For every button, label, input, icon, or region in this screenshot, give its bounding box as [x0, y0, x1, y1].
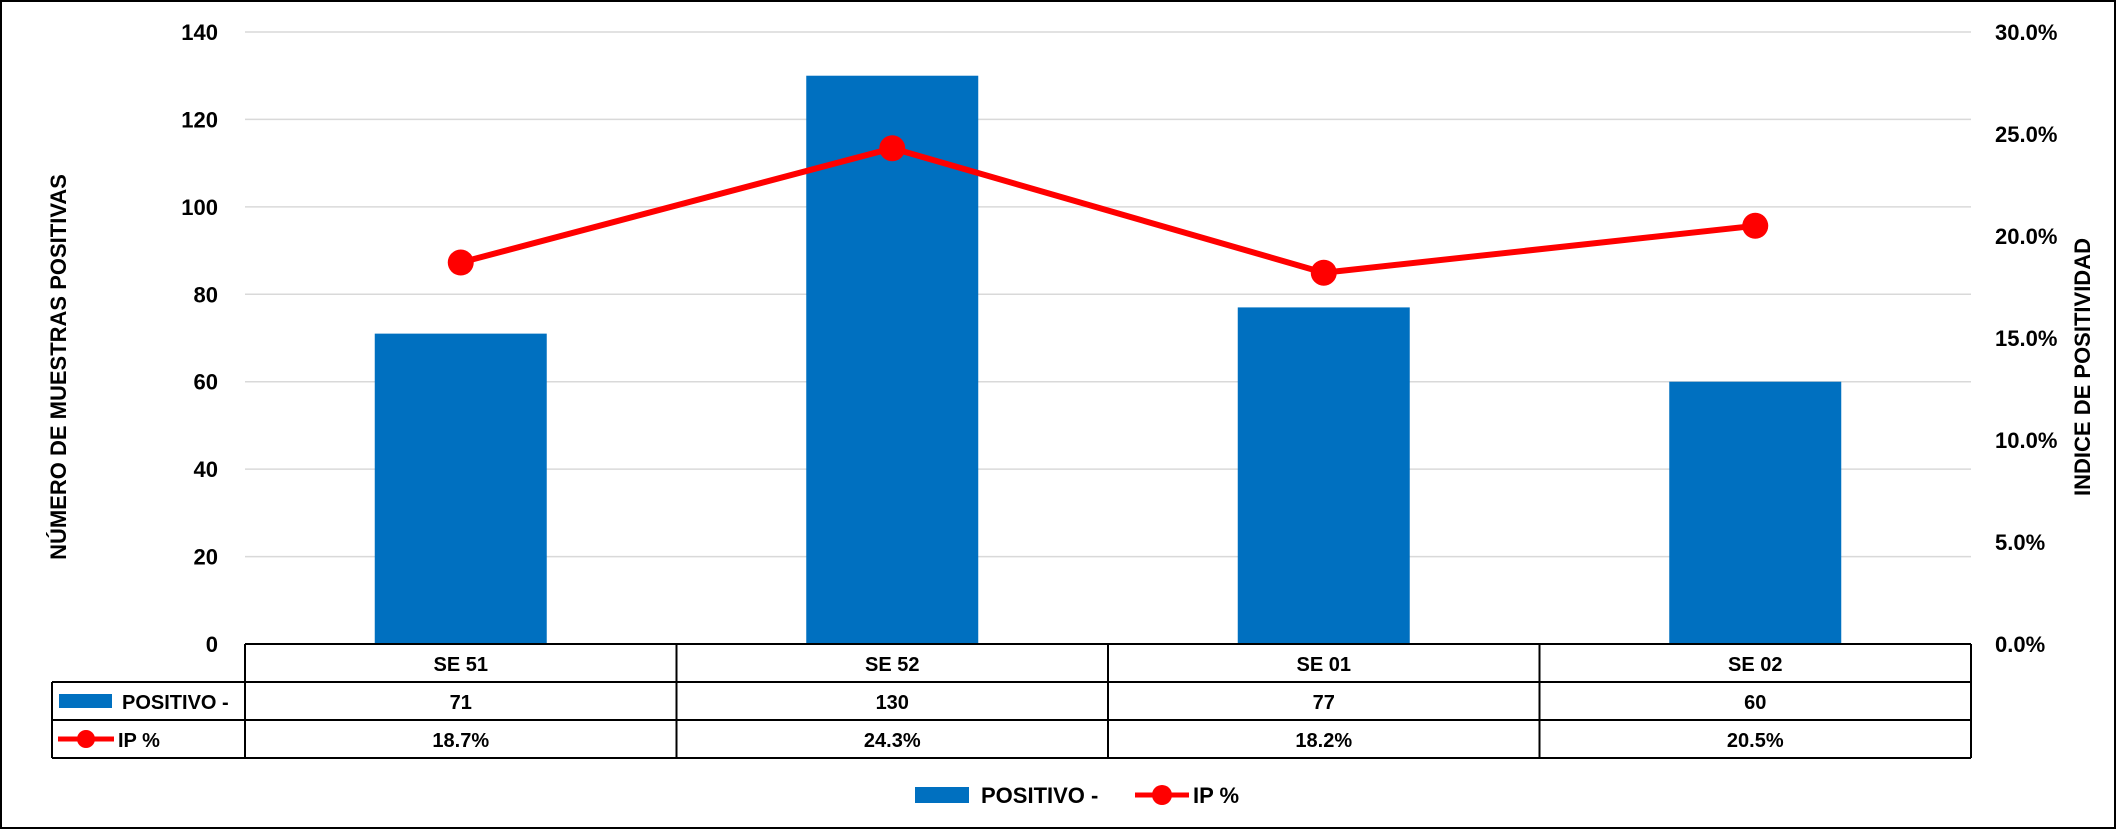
ip-line — [459, 145, 1756, 276]
table-value-ip: 20.5% — [1727, 730, 1784, 752]
y-tick-label: 20 — [194, 545, 218, 570]
y-axis-title: NÚMERO DE MUESTRAS POSITIVAS — [46, 174, 71, 560]
legend-swatch-positivo — [915, 787, 969, 803]
table-row-label-positivo: POSITIVO - — [122, 692, 229, 714]
table-value-positivo: 130 — [876, 692, 909, 714]
legend-marker-ip — [1152, 785, 1172, 805]
legend-label-ip: IP % — [1193, 783, 1239, 808]
y2-tick-label: 30.0% — [1995, 20, 2057, 45]
y-tick-label: 80 — [194, 282, 218, 307]
table-value-ip: 24.3% — [864, 730, 921, 752]
legend: POSITIVO - IP % — [915, 783, 1239, 808]
x-category-label: SE 02 — [1728, 654, 1782, 676]
bar — [806, 75, 979, 644]
y2-tick-label: 10.0% — [1995, 428, 2057, 453]
y2-tick-label: 20.0% — [1995, 224, 2057, 249]
y-tick-label: 140 — [181, 20, 218, 45]
table-value-ip: 18.7% — [432, 730, 489, 752]
y2-tick-label: 25.0% — [1995, 122, 2057, 147]
y-tick-label: 40 — [194, 457, 218, 482]
x-category-label: SE 52 — [865, 654, 919, 676]
x-category-label: SE 01 — [1297, 654, 1351, 676]
y2-tick-label: 15.0% — [1995, 326, 2057, 351]
y-tick-label: 0 — [206, 632, 218, 657]
table-legend-marker-ip — [77, 730, 95, 748]
y2-axis-title: INDICE DE POSITIVIDAD — [2070, 238, 2095, 496]
y-tick-label: 60 — [194, 370, 218, 395]
ip-marker — [447, 249, 474, 276]
x-category-label: SE 51 — [434, 654, 488, 676]
y2-tick-label: 0.0% — [1995, 632, 2045, 657]
legend-label-positivo: POSITIVO - — [981, 783, 1098, 808]
table-row-label-ip: IP % — [118, 730, 160, 752]
ip-marker — [879, 135, 906, 162]
bar — [1669, 381, 1842, 644]
line-series-ip — [447, 135, 1769, 286]
table-value-positivo: 77 — [1313, 692, 1335, 714]
y-tick-label: 120 — [181, 107, 218, 132]
y-tick-label: 100 — [181, 195, 218, 220]
y2-tick-label: 5.0% — [1995, 530, 2045, 555]
table-value-ip: 18.2% — [1295, 730, 1352, 752]
axes: NÚMERO DE MUESTRAS POSITIVAS INDICE DE P… — [46, 20, 2095, 657]
bar-series-positivo — [374, 75, 1842, 644]
bar — [1237, 307, 1410, 644]
table-value-positivo: 60 — [1744, 692, 1766, 714]
table-legend-swatch-positivo — [59, 694, 112, 708]
table-value-positivo: 71 — [450, 692, 472, 714]
ip-marker — [1310, 259, 1337, 286]
bar — [374, 333, 547, 644]
data-table: SE 51 71 18.7% SE 52 130 24.3% SE 01 77 18.2% SE … — [51, 643, 1972, 759]
ip-marker — [1742, 212, 1769, 239]
